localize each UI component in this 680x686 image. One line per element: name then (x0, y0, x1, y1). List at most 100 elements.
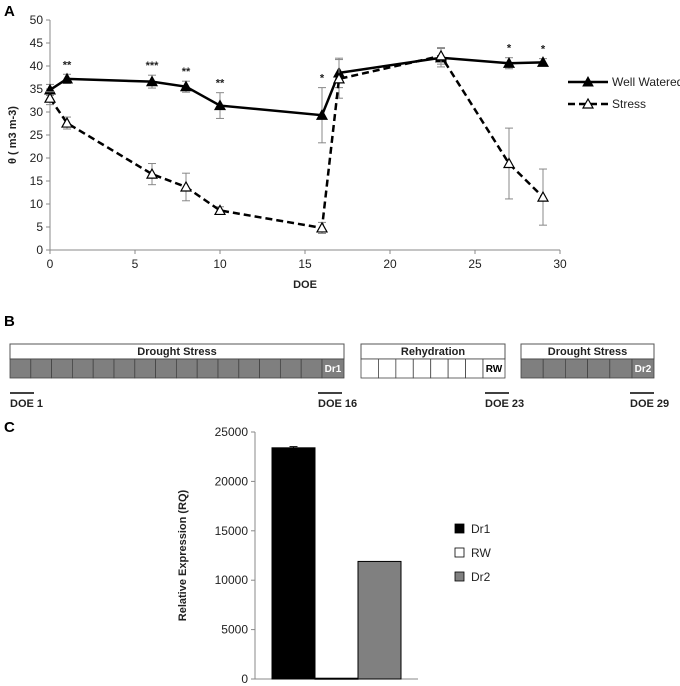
legend-label-well-watered: Well Watered (612, 75, 680, 89)
day-cell (587, 358, 611, 379)
legend-swatch-dr1 (454, 523, 465, 534)
day-cell (217, 358, 240, 379)
day-cell (542, 358, 566, 379)
day-cell (465, 358, 484, 379)
bar-rw (314, 677, 359, 680)
x-tick-label: 30 (553, 257, 567, 271)
data-point-well-watered (536, 56, 550, 67)
doe-marker-label: DOE 16 (318, 398, 357, 410)
stage-label: Drought Stress (548, 346, 627, 358)
day-cell (300, 358, 323, 379)
day-cell (155, 358, 177, 379)
day-cell (412, 358, 432, 379)
data-point-stress (179, 180, 193, 192)
y-axis-title: Relative Expression (RQ) (177, 489, 189, 621)
legend-marker-stress (581, 97, 595, 109)
data-point-stress (213, 204, 227, 216)
legend-swatch-rw (454, 547, 465, 558)
day-cell (360, 358, 379, 379)
data-point-well-watered (213, 99, 227, 111)
y-tick-label: 20000 (215, 474, 249, 488)
day-cell (238, 358, 261, 379)
day-cell (259, 358, 281, 379)
x-tick-label: 10 (213, 257, 227, 271)
y-tick-label: 20 (30, 151, 44, 165)
y-tick-label: 45 (30, 36, 44, 50)
x-tick-label: 25 (468, 257, 482, 271)
legend-label-stress: Stress (612, 97, 646, 111)
y-tick-label: 30 (30, 105, 44, 119)
x-tick-label: 15 (298, 257, 312, 271)
doe-marker-label: DOE 29 (630, 398, 669, 410)
y-tick-label: 50 (30, 13, 44, 27)
legend-label-dr1: Dr1 (471, 522, 491, 536)
legend-label-dr2: Dr2 (471, 570, 491, 584)
x-tick-label: 5 (132, 257, 139, 271)
day-cell (565, 358, 589, 379)
x-tick-label: 20 (383, 257, 397, 271)
data-point-stress (145, 167, 159, 179)
significance-marker: * (541, 44, 546, 56)
significance-marker: * (320, 73, 325, 85)
data-point-well-watered (60, 72, 74, 84)
day-cell (113, 358, 136, 379)
y-tick-label: 25000 (215, 425, 249, 439)
y-tick-label: 10 (30, 197, 44, 211)
day-cell (134, 358, 157, 379)
data-point-well-watered (179, 80, 193, 92)
significance-marker: *** (146, 60, 160, 72)
sample-tag-box (482, 358, 506, 379)
stage-label: Drought Stress (137, 346, 216, 358)
day-cell (447, 358, 466, 379)
doe-marker-label: DOE 1 (10, 398, 43, 410)
panel-label-c: C (4, 419, 15, 436)
day-cell (196, 358, 219, 379)
day-cell (430, 358, 449, 379)
legend-marker-well-watered (582, 75, 594, 87)
y-tick-label: 40 (30, 59, 44, 73)
series-line-well-watered (49, 56, 544, 117)
legend-label-rw: RW (471, 546, 491, 560)
stage-label: Rehydration (401, 346, 465, 358)
day-cell (51, 358, 73, 379)
soil-moisture-chart: 0 5 10 15 20 25 30 35 40 45 50 0 5 10 15 20 25 30 DOE θ ( m… (7, 13, 680, 291)
doe-marker-label: DOE 23 (485, 398, 524, 410)
sample-tag-box (321, 358, 345, 379)
sample-tag-dr2: Dr2 (635, 364, 652, 375)
data-point-stress (332, 72, 346, 84)
day-cell (395, 358, 414, 379)
y-tick-label: 0 (241, 672, 248, 686)
day-cell (520, 358, 544, 379)
y-tick-label: 10000 (215, 573, 249, 587)
y-tick-label: 15 (30, 174, 44, 188)
x-tick-label: 0 (47, 257, 54, 271)
bar-dr1 (271, 447, 316, 680)
day-cell (72, 358, 94, 379)
x-axis-title: DOE (293, 279, 317, 291)
day-cell (30, 358, 52, 379)
relative-expression-chart: 0 5000 10000 15000 20000 25000 Relative Expres… (177, 425, 491, 686)
bar-dr2 (357, 560, 402, 680)
y-tick-label: 35 (30, 82, 44, 96)
day-cell (175, 358, 198, 379)
day-cell (9, 358, 32, 379)
data-point-well-watered (145, 75, 159, 87)
series-line-stress (48, 54, 544, 230)
y-tick-label: 15000 (215, 524, 249, 538)
panel-label-b: B (4, 313, 15, 330)
day-cell (92, 358, 115, 379)
sample-tag-box (631, 358, 655, 379)
experiment-timeline: Drought Stress Dr1 Rehydration RW Drought St… (9, 343, 669, 410)
y-tick-label: 25 (30, 128, 44, 142)
significance-marker: ** (63, 59, 72, 71)
legend-swatch-dr2 (454, 571, 465, 582)
panel-label-a: A (4, 3, 15, 20)
y-tick-label: 0 (36, 243, 43, 257)
data-point-well-watered (315, 108, 329, 120)
y-tick-label: 5 (36, 220, 43, 234)
significance-marker: ** (182, 66, 191, 78)
data-point-stress (434, 49, 448, 61)
data-point-well-watered (502, 57, 516, 68)
significance-marker: ** (216, 78, 225, 90)
